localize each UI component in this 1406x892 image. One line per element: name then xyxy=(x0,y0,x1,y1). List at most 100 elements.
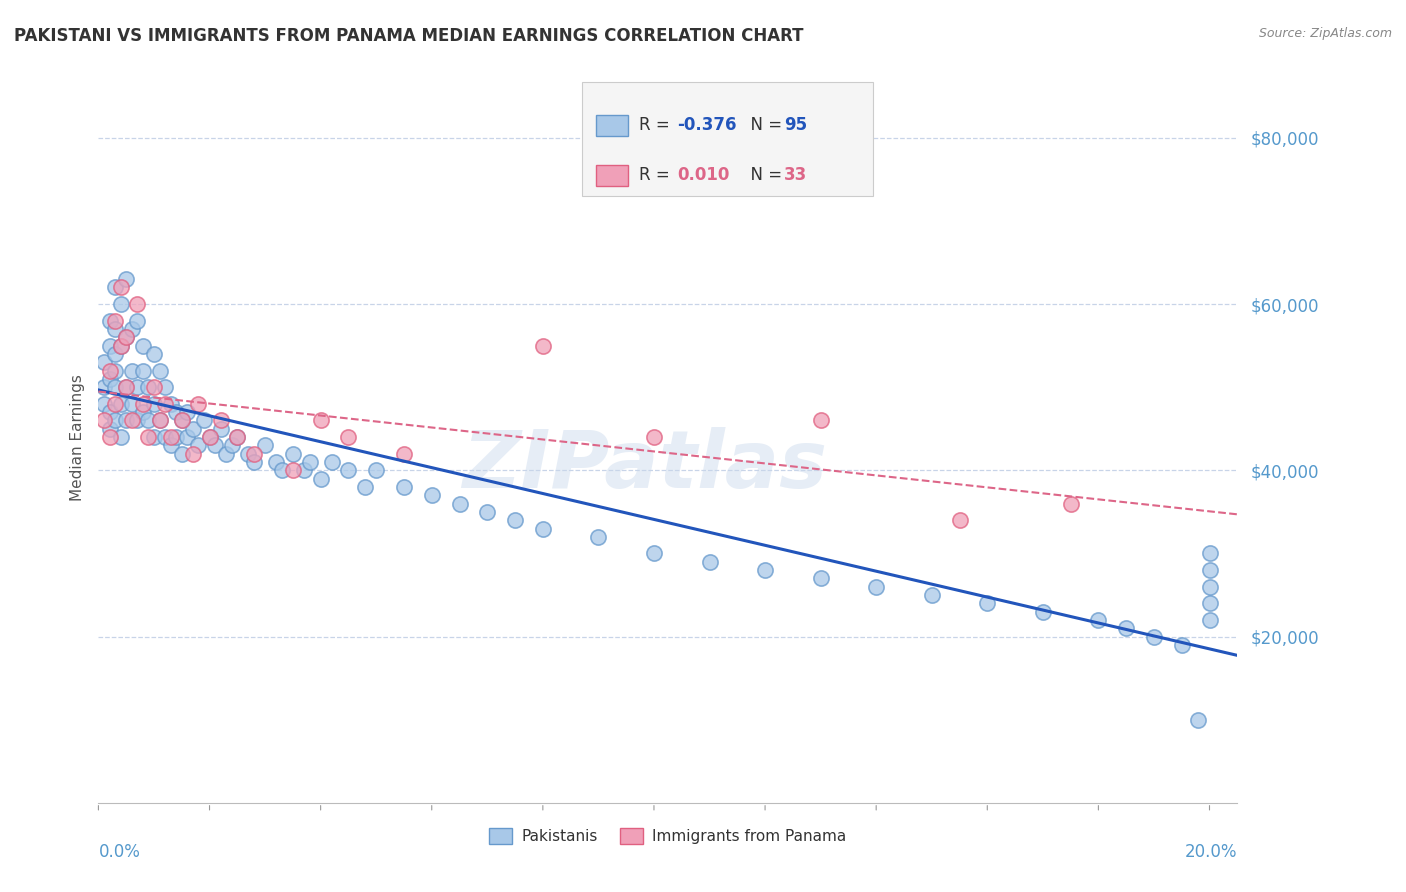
Point xyxy=(93,380,115,394)
Point xyxy=(392,447,415,461)
Point xyxy=(921,588,943,602)
Point xyxy=(392,480,415,494)
Point xyxy=(153,380,176,394)
Point xyxy=(810,413,832,427)
Point xyxy=(503,513,526,527)
Point xyxy=(309,413,332,427)
Point xyxy=(121,363,143,377)
Point xyxy=(104,280,127,294)
Point xyxy=(270,463,292,477)
Point xyxy=(132,405,155,419)
Point xyxy=(1198,546,1220,560)
Point xyxy=(1187,713,1209,727)
Point xyxy=(110,430,132,444)
Point xyxy=(1198,596,1220,610)
Point xyxy=(159,397,181,411)
Point xyxy=(865,580,887,594)
Text: PAKISTANI VS IMMIGRANTS FROM PANAMA MEDIAN EARNINGS CORRELATION CHART: PAKISTANI VS IMMIGRANTS FROM PANAMA MEDI… xyxy=(14,27,804,45)
Point xyxy=(98,430,121,444)
Point xyxy=(132,363,155,377)
Point xyxy=(104,397,127,411)
Point xyxy=(531,338,554,352)
Point xyxy=(238,447,260,461)
Point xyxy=(159,430,181,444)
Legend: Pakistanis, Immigrants from Panama: Pakistanis, Immigrants from Panama xyxy=(482,822,853,850)
Text: 20.0%: 20.0% xyxy=(1185,843,1237,861)
Point xyxy=(643,430,665,444)
Point xyxy=(176,430,198,444)
Point xyxy=(98,338,121,352)
Point xyxy=(104,363,127,377)
Point xyxy=(153,430,176,444)
Point xyxy=(264,455,287,469)
Point xyxy=(165,430,187,444)
Point xyxy=(170,413,193,427)
Point xyxy=(477,505,499,519)
Point xyxy=(165,405,187,419)
Point xyxy=(93,355,115,369)
Point xyxy=(153,397,176,411)
Point xyxy=(138,380,160,394)
Point xyxy=(754,563,776,577)
Point xyxy=(449,497,471,511)
Point xyxy=(181,447,204,461)
Point xyxy=(531,521,554,535)
Point xyxy=(138,413,160,427)
Point xyxy=(104,380,127,394)
Point xyxy=(143,347,166,361)
Point xyxy=(170,447,193,461)
Text: R =: R = xyxy=(640,117,675,135)
Point xyxy=(1198,563,1220,577)
Point xyxy=(148,363,170,377)
Point xyxy=(127,413,149,427)
Point xyxy=(110,338,132,352)
Point xyxy=(281,447,304,461)
Point xyxy=(159,438,181,452)
Point xyxy=(148,413,170,427)
Point xyxy=(699,555,721,569)
Point xyxy=(93,397,115,411)
FancyBboxPatch shape xyxy=(582,82,873,195)
Point xyxy=(143,430,166,444)
Point xyxy=(98,405,121,419)
Point xyxy=(187,438,209,452)
Point xyxy=(132,338,155,352)
Point xyxy=(643,546,665,560)
Point xyxy=(221,438,243,452)
Point xyxy=(337,430,360,444)
Point xyxy=(243,447,266,461)
Point xyxy=(104,347,127,361)
Point xyxy=(115,272,138,286)
Point xyxy=(121,413,143,427)
Point xyxy=(226,430,249,444)
Point xyxy=(226,430,249,444)
Point xyxy=(292,463,315,477)
Point xyxy=(104,322,127,336)
Point xyxy=(132,397,155,411)
Text: 95: 95 xyxy=(785,117,807,135)
Point xyxy=(1198,580,1220,594)
Point xyxy=(138,430,160,444)
Point xyxy=(1087,613,1109,627)
Point xyxy=(810,571,832,585)
Point xyxy=(243,455,266,469)
Point xyxy=(948,513,970,527)
Point xyxy=(976,596,998,610)
Point xyxy=(337,463,360,477)
Point xyxy=(181,422,204,436)
Point xyxy=(215,447,238,461)
Point xyxy=(121,322,143,336)
Point xyxy=(143,397,166,411)
Point xyxy=(1143,630,1166,644)
Text: ZIPatlas: ZIPatlas xyxy=(463,427,828,506)
Text: N =: N = xyxy=(740,166,787,185)
Point xyxy=(1032,605,1054,619)
Point xyxy=(148,413,170,427)
Text: 33: 33 xyxy=(785,166,807,185)
Point xyxy=(127,297,149,311)
Text: 0.0%: 0.0% xyxy=(98,843,141,861)
Point xyxy=(198,430,221,444)
Point xyxy=(115,413,138,427)
Point xyxy=(115,380,138,394)
Point xyxy=(187,397,209,411)
